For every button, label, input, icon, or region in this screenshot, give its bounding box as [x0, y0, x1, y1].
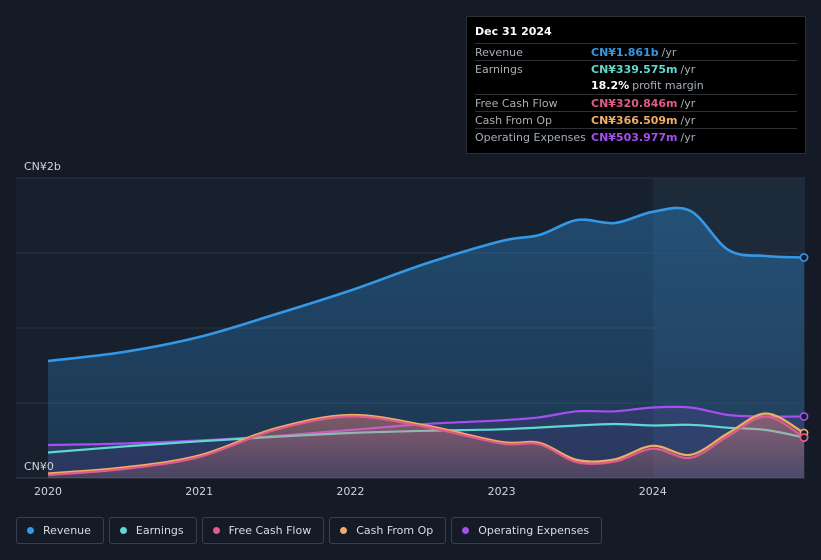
x-tick-label: 2022	[336, 485, 364, 498]
legend-label: Operating Expenses	[478, 524, 590, 537]
legend-item-earnings[interactable]: Earnings	[108, 517, 197, 544]
legend-dot-icon	[119, 527, 127, 534]
tooltip-row-label: Revenue	[475, 46, 523, 59]
series-end-marker-free-cash-flow	[799, 433, 809, 442]
legend-label: Cash From Op	[356, 524, 434, 537]
tooltip-row-value: 18.2%	[591, 79, 630, 92]
legend-label: Free Cash Flow	[228, 524, 312, 537]
legend-label: Earnings	[135, 524, 184, 537]
tooltip-date: Dec 31 2024	[475, 25, 552, 38]
legend-dot-icon	[212, 527, 220, 534]
x-tick-label: 2023	[488, 485, 516, 498]
tooltip-row: Earnings CN¥339.575m/yr	[475, 60, 797, 78]
x-tick-label: 2021	[185, 485, 213, 498]
tooltip-row-value: CN¥1.861b	[591, 46, 659, 59]
legend-dot-icon	[462, 527, 470, 534]
series-line-earnings	[47, 422, 805, 454]
tooltip-row: Cash From Op CN¥366.509m/yr	[475, 111, 797, 129]
series-line-cash-from-op	[47, 412, 805, 475]
tooltip-row: Operating Expenses CN¥503.977m/yr	[475, 128, 797, 146]
tooltip-row: Revenue CN¥1.861b/yr	[475, 43, 797, 61]
tooltip-row-value: CN¥320.846m	[591, 97, 678, 110]
tooltip-row: Free Cash Flow CN¥320.846m/yr	[475, 94, 797, 112]
legend-item-revenue[interactable]: Revenue	[16, 517, 104, 544]
legend-label: Revenue	[43, 524, 91, 537]
tooltip-row-value: CN¥366.509m	[591, 114, 678, 127]
legend-item-cash-from-op[interactable]: Cash From Op	[329, 517, 447, 544]
tooltip-row-unit: /yr	[680, 97, 696, 110]
tooltip-row-label: Operating Expenses	[475, 131, 586, 144]
tooltip-row-label: Earnings	[475, 63, 523, 76]
series-line-free-cash-flow	[47, 415, 805, 477]
y-tick-label: CN¥0	[24, 460, 54, 473]
x-tick-label: 2024	[639, 485, 667, 498]
tooltip-row-unit: profit margin	[632, 79, 704, 92]
legend-item-operating-expenses[interactable]: Operating Expenses	[451, 517, 603, 544]
tooltip-panel: Dec 31 2024 Revenue CN¥1.861b/yr Earnings C…	[466, 16, 806, 154]
tooltip-row-label: Cash From Op	[475, 114, 553, 127]
series-end-marker-operating-expenses	[799, 412, 809, 421]
legend: Revenue Earnings Free Cash Flow Cash From O…	[16, 517, 603, 546]
legend-item-free-cash-flow[interactable]: Free Cash Flow	[201, 517, 325, 544]
tooltip-row-unit: /yr	[680, 63, 696, 76]
tooltip-row-unit: /yr	[680, 131, 696, 144]
legend-dot-icon	[27, 527, 34, 534]
legend-dot-icon	[340, 527, 348, 534]
tooltip-row-value: CN¥503.977m	[591, 131, 678, 144]
tooltip-row: 18.2% profit margin	[475, 77, 797, 94]
series-end-marker-revenue	[799, 253, 809, 262]
x-tick-label: 2020	[34, 485, 62, 498]
tooltip-row-unit: /yr	[661, 46, 677, 59]
tooltip-row-value: CN¥339.575m	[591, 63, 678, 76]
tooltip-row-label: Free Cash Flow	[475, 97, 558, 110]
tooltip-row-unit: /yr	[680, 114, 696, 127]
series-area-free-cash-flow	[48, 416, 804, 478]
series-line-revenue	[47, 206, 805, 363]
y-tick-label: CN¥2b	[24, 160, 61, 173]
